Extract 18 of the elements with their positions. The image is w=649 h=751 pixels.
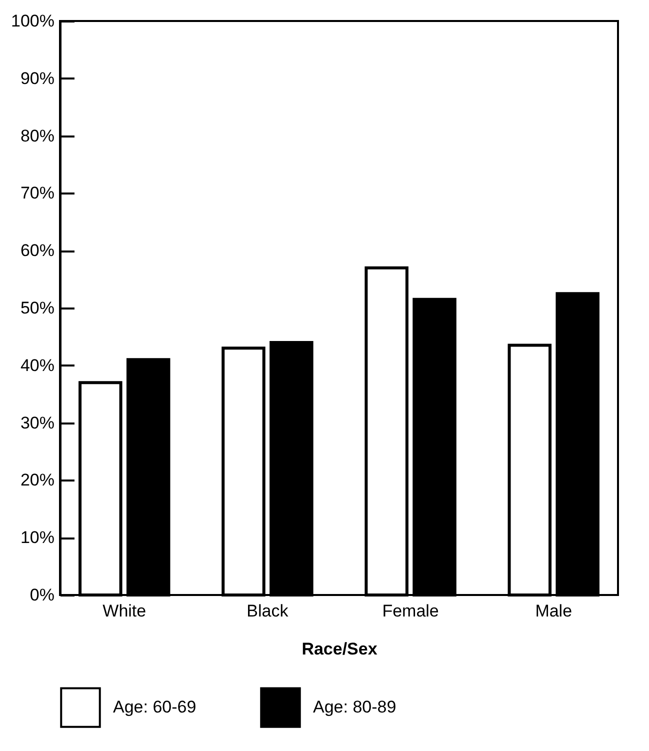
y-tick-label: 30% [20, 413, 54, 432]
x-tick-label: Male [535, 602, 572, 620]
legend-label: Age: 60-69 [113, 698, 196, 717]
y-tick-label: 20% [20, 470, 54, 490]
y-tick-label: 90% [20, 68, 54, 88]
x-tick-label: White [102, 602, 146, 620]
x-tick-label: Female [382, 602, 439, 620]
y-tick-label: 40% [20, 356, 54, 375]
y-tick-label: 100% [11, 12, 54, 30]
legend-label: Age: 80-89 [313, 698, 396, 717]
y-tick-label: 70% [20, 184, 54, 203]
y-tick-label: 50% [20, 298, 54, 318]
y-tick-label: 80% [20, 126, 54, 146]
x-tick-label: Black [246, 602, 289, 620]
y-tick-label: 60% [20, 241, 54, 260]
x-axis-title: Race/Sex [302, 640, 378, 658]
y-tick-label: 0% [30, 586, 54, 604]
y-tick-label: 10% [20, 528, 54, 548]
